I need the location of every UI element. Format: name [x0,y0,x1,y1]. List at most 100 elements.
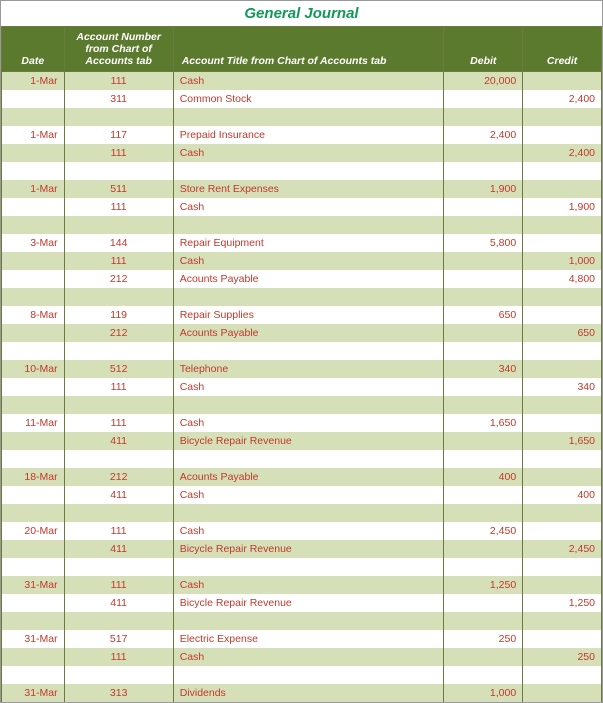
table-row: 1-Mar117Prepaid Insurance2,400 [2,126,602,144]
cell-date [2,432,65,450]
cell-debit [444,270,523,288]
cell-acct: 111 [64,72,173,90]
cell-debit [444,540,523,558]
cell-debit [444,144,523,162]
cell-title [173,216,444,234]
cell-title: Cash [173,486,444,504]
cell-debit: 400 [444,468,523,486]
header-credit: Credit [523,27,602,72]
cell-debit [444,342,523,360]
cell-date [2,162,65,180]
cell-credit: 1,250 [523,594,602,612]
journal-container: General Journal Date Account Number from… [0,0,603,703]
cell-credit [523,162,602,180]
table-row [2,342,602,360]
header-debit: Debit [444,27,523,72]
table-row: 31-Mar111Cash1,250 [2,576,602,594]
table-row [2,558,602,576]
cell-debit [444,666,523,684]
cell-title: Acounts Payable [173,468,444,486]
cell-debit [444,162,523,180]
cell-credit [523,504,602,522]
table-row: 411Cash 400 [2,486,602,504]
cell-date [2,144,65,162]
table-row: 20-Mar111Cash2,450 [2,522,602,540]
cell-acct: 512 [64,360,173,378]
cell-title [173,612,444,630]
cell-title: Repair Supplies [173,306,444,324]
cell-date [2,342,65,360]
cell-credit: 650 [523,324,602,342]
table-row [2,216,602,234]
cell-credit: 250 [523,648,602,666]
cell-date [2,324,65,342]
cell-debit: 250 [444,630,523,648]
header-date: Date [2,27,65,72]
cell-acct [64,108,173,126]
cell-debit: 1,650 [444,414,523,432]
cell-acct [64,216,173,234]
cell-acct: 111 [64,378,173,396]
cell-acct: 311 [64,90,173,108]
cell-debit [444,108,523,126]
cell-acct [64,450,173,468]
cell-acct: 411 [64,540,173,558]
cell-credit [523,684,602,702]
cell-date [2,252,65,270]
cell-title [173,288,444,306]
cell-title [173,396,444,414]
cell-credit [523,396,602,414]
cell-credit [523,342,602,360]
cell-title: Cash [173,414,444,432]
cell-title [173,450,444,468]
cell-debit: 5,800 [444,234,523,252]
cell-title [173,666,444,684]
cell-credit [523,360,602,378]
cell-debit: 1,000 [444,684,523,702]
cell-acct: 111 [64,198,173,216]
cell-title: Bicycle Repair Revenue [173,432,444,450]
cell-title: Bicycle Repair Revenue [173,540,444,558]
cell-date [2,396,65,414]
cell-acct: 111 [64,648,173,666]
table-row [2,288,602,306]
cell-title: Cash [173,252,444,270]
cell-debit: 340 [444,360,523,378]
cell-title: Cash [173,522,444,540]
cell-title: Cash [173,378,444,396]
cell-credit [523,612,602,630]
cell-credit: 2,400 [523,144,602,162]
cell-date [2,594,65,612]
cell-acct: 411 [64,486,173,504]
cell-debit [444,432,523,450]
cell-date [2,504,65,522]
table-row [2,450,602,468]
table-row: 31-Mar313Dividends1,000 [2,684,602,702]
cell-credit [523,306,602,324]
cell-date [2,288,65,306]
cell-date [2,108,65,126]
table-row: 1-Mar111Cash20,000 [2,72,602,90]
cell-debit [444,90,523,108]
cell-debit [444,594,523,612]
cell-credit [523,414,602,432]
cell-acct [64,342,173,360]
header-row: Date Account Number from Chart of Accoun… [2,27,602,72]
cell-title: Cash [173,198,444,216]
cell-date: 20-Mar [2,522,65,540]
cell-credit: 400 [523,486,602,504]
cell-debit [444,198,523,216]
table-row: 111Cash250 [2,648,602,666]
cell-title [173,558,444,576]
cell-acct [64,558,173,576]
cell-credit: 4,800 [523,270,602,288]
cell-debit [444,288,523,306]
cell-acct: 117 [64,126,173,144]
cell-debit [444,378,523,396]
cell-title: Cash [173,144,444,162]
cell-acct: 511 [64,180,173,198]
cell-credit: 1,900 [523,198,602,216]
cell-title [173,162,444,180]
table-row: 111Cash 1,900 [2,198,602,216]
cell-acct: 111 [64,522,173,540]
